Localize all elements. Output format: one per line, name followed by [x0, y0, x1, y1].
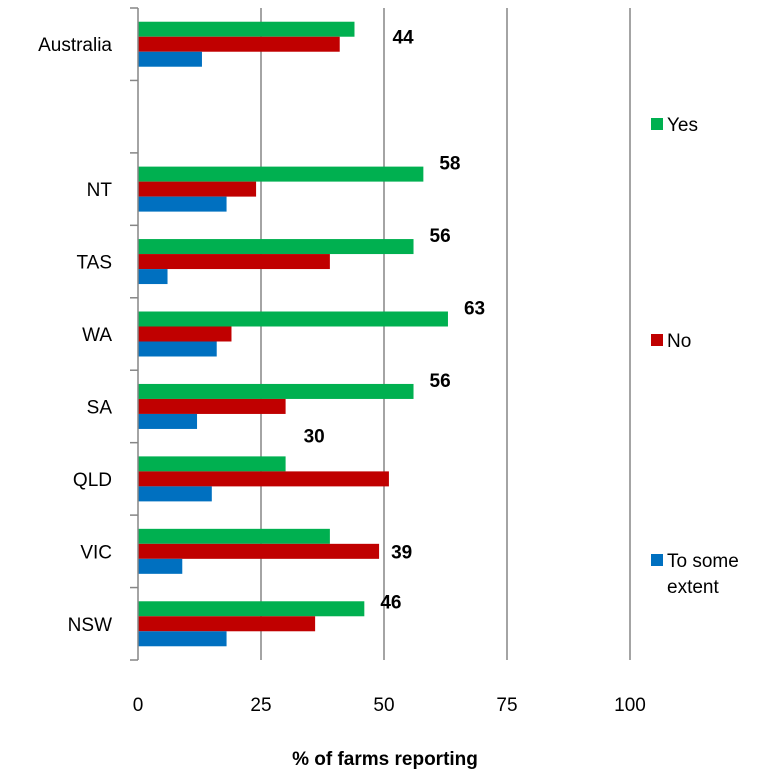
bar-yes: [138, 528, 330, 544]
legend-swatch-yes: [651, 118, 663, 130]
y-axis: [130, 7, 139, 661]
data-label: 30: [304, 426, 325, 447]
x-tick-label: 100: [614, 695, 646, 716]
bar-yes: [138, 456, 286, 472]
bar-to-some-extent: [138, 413, 198, 429]
category-label: VIC: [80, 542, 112, 563]
legend-label: To some extent: [667, 551, 739, 598]
legend-swatch-no: [651, 334, 663, 346]
data-label: 44: [392, 28, 414, 49]
bar-no: [138, 398, 286, 414]
bar-to-some-extent: [138, 196, 227, 212]
legend-label: No: [667, 331, 691, 352]
category-label: NSW: [68, 615, 112, 636]
data-label: 56: [430, 371, 451, 392]
x-tick-label: 50: [373, 695, 394, 716]
category-label: QLD: [73, 470, 112, 491]
category-label: TAS: [76, 253, 112, 274]
category-labels: Australia NT TAS WA SA QLD VIC NSW: [38, 35, 112, 636]
data-label: 63: [464, 299, 485, 320]
bar-to-some-extent: [138, 341, 217, 357]
bar-no: [138, 616, 316, 632]
bar-no: [138, 471, 389, 487]
bar-no: [138, 181, 257, 197]
data-label: 58: [439, 154, 460, 175]
data-label: 39: [391, 542, 412, 563]
bar-yes: [138, 601, 365, 617]
bar-to-some-extent: [138, 51, 202, 67]
x-tick-label: 75: [496, 695, 517, 716]
bar-to-some-extent: [138, 558, 183, 574]
bar-no: [138, 543, 380, 559]
data-label: 56: [430, 226, 451, 247]
bar-to-some-extent: [138, 269, 168, 285]
data-label: 46: [380, 592, 401, 613]
x-tick-label: 0: [133, 695, 144, 716]
bar-yes: [138, 311, 448, 327]
x-tick-label: 25: [250, 695, 271, 716]
bar-yes: [138, 383, 414, 399]
bar-no: [138, 254, 330, 270]
bar-yes: [138, 239, 414, 255]
category-label: SA: [87, 397, 113, 418]
data-labels: 44 58 56 63 56 30 39 46: [304, 28, 486, 614]
bar-to-some-extent: [138, 486, 212, 502]
x-axis-title: % of farms reporting: [292, 749, 478, 770]
legend: Yes No To some extent: [651, 115, 739, 598]
gridlines: [260, 8, 631, 660]
bars: [138, 21, 448, 647]
category-label: WA: [82, 325, 112, 346]
bar-no: [138, 326, 232, 342]
bar-to-some-extent: [138, 631, 227, 647]
bar-no: [138, 36, 340, 52]
legend-label: Yes: [667, 115, 698, 136]
legend-swatch-to-some-extent: [651, 554, 663, 566]
bar-yes: [138, 21, 355, 37]
bar-yes: [138, 166, 424, 182]
x-tick-labels: 0 25 50 75 100: [133, 695, 646, 716]
category-label: Australia: [38, 35, 112, 56]
category-label: NT: [87, 180, 113, 201]
